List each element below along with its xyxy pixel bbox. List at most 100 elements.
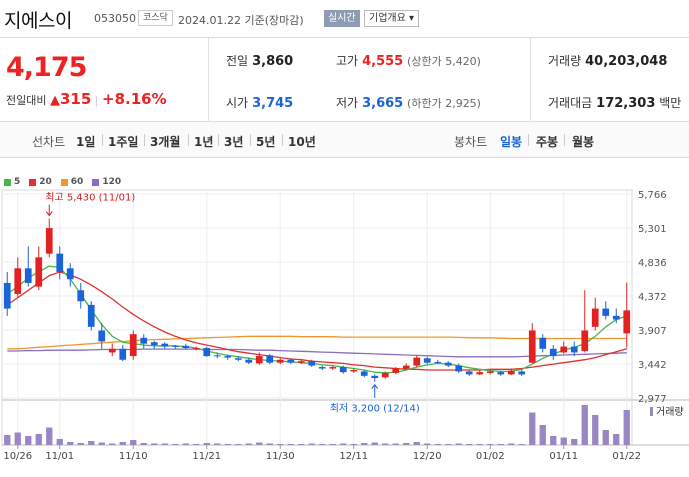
candle-body <box>371 375 379 379</box>
candle-body <box>423 358 431 363</box>
date-text: 2024.01.22 기준(장마감) <box>178 14 304 27</box>
period-3m[interactable]: 3개월 <box>150 135 181 149</box>
amount-unit: 백만 <box>659 96 682 110</box>
realtime-button[interactable]: 실시간 <box>324 10 360 27</box>
volume-bar <box>287 444 294 445</box>
legend-ma5[interactable]: 5 <box>4 177 20 187</box>
candle-body <box>486 371 494 373</box>
candle-body <box>350 369 358 372</box>
divider <box>282 134 283 146</box>
volume-bar <box>308 443 315 445</box>
volume: 거래량 40,203,048 <box>548 52 667 69</box>
candle-body <box>455 365 463 372</box>
candle-body <box>591 308 599 327</box>
y-tick-label: 3,907 <box>638 326 667 337</box>
volume-bar <box>392 443 399 445</box>
candle-body <box>507 370 515 375</box>
volume-bar <box>67 442 74 445</box>
candle-body <box>623 310 631 334</box>
candle-body <box>255 356 263 364</box>
period-1d[interactable]: 1일 <box>76 135 96 149</box>
candle-body <box>612 315 620 320</box>
period-1w[interactable]: 1주일 <box>108 135 139 149</box>
amount-value: 172,303 <box>596 96 656 111</box>
volume-bar <box>571 439 578 445</box>
period-1y[interactable]: 1년 <box>194 135 214 149</box>
candle-body <box>234 358 242 360</box>
volume-bar <box>298 444 305 445</box>
legend-swatch <box>4 178 11 186</box>
candle-body <box>14 268 22 294</box>
stock-header: 지에스이 053050 코스닥 2024.01.22 기준(장마감) 실시간 기… <box>0 0 689 38</box>
x-tick-label: 11/01 <box>45 451 74 462</box>
period-3y[interactable]: 3년 <box>224 135 244 149</box>
candle-body <box>266 355 274 363</box>
x-tick-label: 12/20 <box>413 451 442 462</box>
volume-bar <box>140 443 147 445</box>
quote-panel: 4,175 전일대비 ▲315 | +8.16% 전일 3,860 시가 3,745… <box>0 38 689 122</box>
volume-bar <box>592 415 599 445</box>
corp-info-dropdown[interactable]: 기업개요 ▾ <box>364 10 419 27</box>
volume-bar <box>130 440 137 445</box>
candle-body <box>465 371 473 375</box>
high-arrow-icon <box>45 204 53 217</box>
candle-daily[interactable]: 일봉 <box>500 135 523 149</box>
candle-body <box>182 345 190 349</box>
candle-chart-header: 봉차트 <box>454 135 488 149</box>
volume-bar <box>508 443 515 445</box>
volume-bar <box>256 442 263 445</box>
period-5y[interactable]: 5년 <box>256 135 276 149</box>
candle-weekly[interactable]: 주봉 <box>536 135 559 149</box>
y-tick-label: 5,301 <box>638 224 667 235</box>
legend-ma60[interactable]: 60 <box>60 177 83 187</box>
volume-bar <box>518 444 525 445</box>
legend-ma20[interactable]: 20 <box>29 177 52 187</box>
volume-bar <box>235 444 242 445</box>
low-arrow-icon <box>371 383 379 398</box>
volume-bar <box>413 442 420 445</box>
change-percent: +8.16% <box>102 90 167 108</box>
volume-bar <box>245 443 252 445</box>
candle-body <box>413 357 421 366</box>
candle-body <box>108 348 116 353</box>
x-tick-label: 11/30 <box>266 451 295 462</box>
candle-body <box>329 367 337 369</box>
volume-axis-label: 거래량 <box>656 406 684 418</box>
candlestick-chart[interactable]: 5,766 5,301 4,836 4,372 3,907 3,442 2,977 10/26… <box>0 158 689 477</box>
candle-body <box>560 346 568 353</box>
volume-bar <box>46 427 53 445</box>
divider <box>528 134 529 146</box>
candle-body <box>434 361 442 363</box>
candle-monthly[interactable]: 월봉 <box>572 135 595 149</box>
line-chart-header: 선차트 <box>32 135 66 149</box>
volume-bar <box>350 444 357 445</box>
candle-body <box>3 282 11 309</box>
candle-body <box>570 346 578 353</box>
volume-bar <box>161 443 168 445</box>
period-10y[interactable]: 10년 <box>288 135 316 149</box>
candle-body <box>161 343 169 347</box>
candle-body <box>35 257 43 287</box>
candle-body <box>140 337 148 344</box>
candle-body <box>24 268 32 283</box>
legend-ma120[interactable]: 120 <box>92 177 121 187</box>
prev-value: 3,860 <box>252 54 294 69</box>
change-label: 전일대비 <box>6 94 47 107</box>
candle-body <box>129 334 137 357</box>
candle-body <box>171 345 179 347</box>
divider <box>218 134 219 146</box>
candle-body <box>497 372 505 375</box>
candle-body <box>402 365 410 369</box>
volume-bar <box>98 442 105 445</box>
candle-body <box>602 308 610 316</box>
volume-bar <box>613 434 620 445</box>
high-annotation: 최고 5,430 (11/01) <box>45 192 135 204</box>
volume-bar <box>539 425 546 445</box>
y-tick-label: 3,442 <box>638 360 667 371</box>
candle-body <box>392 368 400 373</box>
y-tick-label: 5,766 <box>638 190 667 201</box>
ma-legend: 5 20 60 120 <box>4 177 121 187</box>
volume-bar <box>277 444 284 445</box>
candle-body <box>192 348 200 350</box>
stock-chart[interactable]: 5 20 60 120 5,766 5,301 4,836 4,372 3,907 3,4… <box>0 158 689 477</box>
